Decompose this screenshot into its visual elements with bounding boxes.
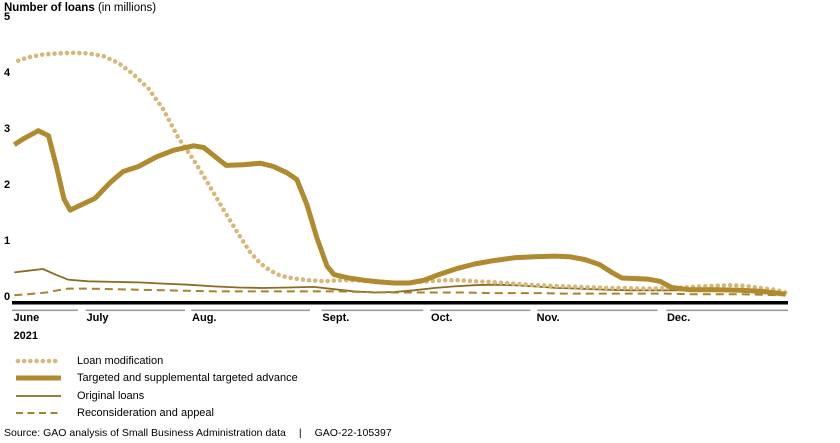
y-tick-label-2: 2 [4, 179, 11, 191]
thick-line-swatch-icon [16, 375, 61, 381]
legend-item-loan-modification: Loan modification [14, 352, 298, 370]
dotted-line-swatch-icon [15, 358, 63, 364]
chart-title-units-text: (in millions) [97, 2, 157, 14]
chart-title-main: Number of loans [4, 2, 95, 14]
month-label-sept: Sept. [322, 312, 350, 324]
legend-item-targeted-advance: Targeted and supplemental targeted advan… [14, 370, 298, 388]
month-rule [12, 309, 78, 312]
line-chart-plot [12, 50, 789, 312]
thin-line-swatch-icon [16, 394, 61, 397]
month-label-dec: Dec. [666, 312, 691, 324]
month-rule [537, 309, 658, 312]
month-rule [191, 309, 310, 312]
x-axis-baseline [12, 301, 788, 305]
month-label-june: June [13, 312, 40, 324]
y-tick-label-5: 5 [4, 11, 11, 23]
legend-item-reconsideration-appeal: Reconsideration and appeal [14, 405, 298, 423]
y-tick-label-0: 0 [4, 291, 11, 303]
legend-label: Original loans [77, 389, 145, 402]
month-label-oct: Oct. [431, 312, 453, 324]
month-rule [666, 309, 788, 312]
legend-item-original-loans: Original loans [14, 387, 298, 405]
chart-title: Number of loans (in millions) [4, 2, 156, 14]
legend-label: Loan modification [77, 354, 164, 367]
source-separator: | [298, 427, 302, 439]
y-tick-label-1: 1 [4, 235, 11, 247]
series-line-dashed [14, 287, 786, 297]
legend-label: Reconsideration and appeal [77, 407, 214, 420]
y-tick-label-4: 4 [4, 67, 11, 79]
source-text: Source: GAO analysis of Small Business A… [4, 427, 286, 439]
source-note: Source: GAO analysis of Small Business A… [4, 427, 392, 439]
month-label-july: July [86, 312, 109, 324]
report-number: GAO-22-105397 [314, 427, 392, 439]
chart-legend: Loan modification Targeted and supplemen… [14, 352, 298, 422]
year-label: 2021 [13, 330, 39, 342]
series-line-thick-solid [12, 128, 786, 297]
month-rule [321, 309, 424, 312]
y-tick-label-3: 3 [4, 123, 11, 135]
series-line-dotted [15, 50, 789, 295]
dashed-line-swatch-icon [16, 412, 61, 415]
month-label-nov: Nov. [536, 312, 560, 324]
legend-label: Targeted and supplemental targeted advan… [77, 372, 298, 385]
month-label-aug: Aug. [192, 312, 217, 324]
month-rule [85, 309, 186, 312]
month-rule [430, 309, 531, 312]
